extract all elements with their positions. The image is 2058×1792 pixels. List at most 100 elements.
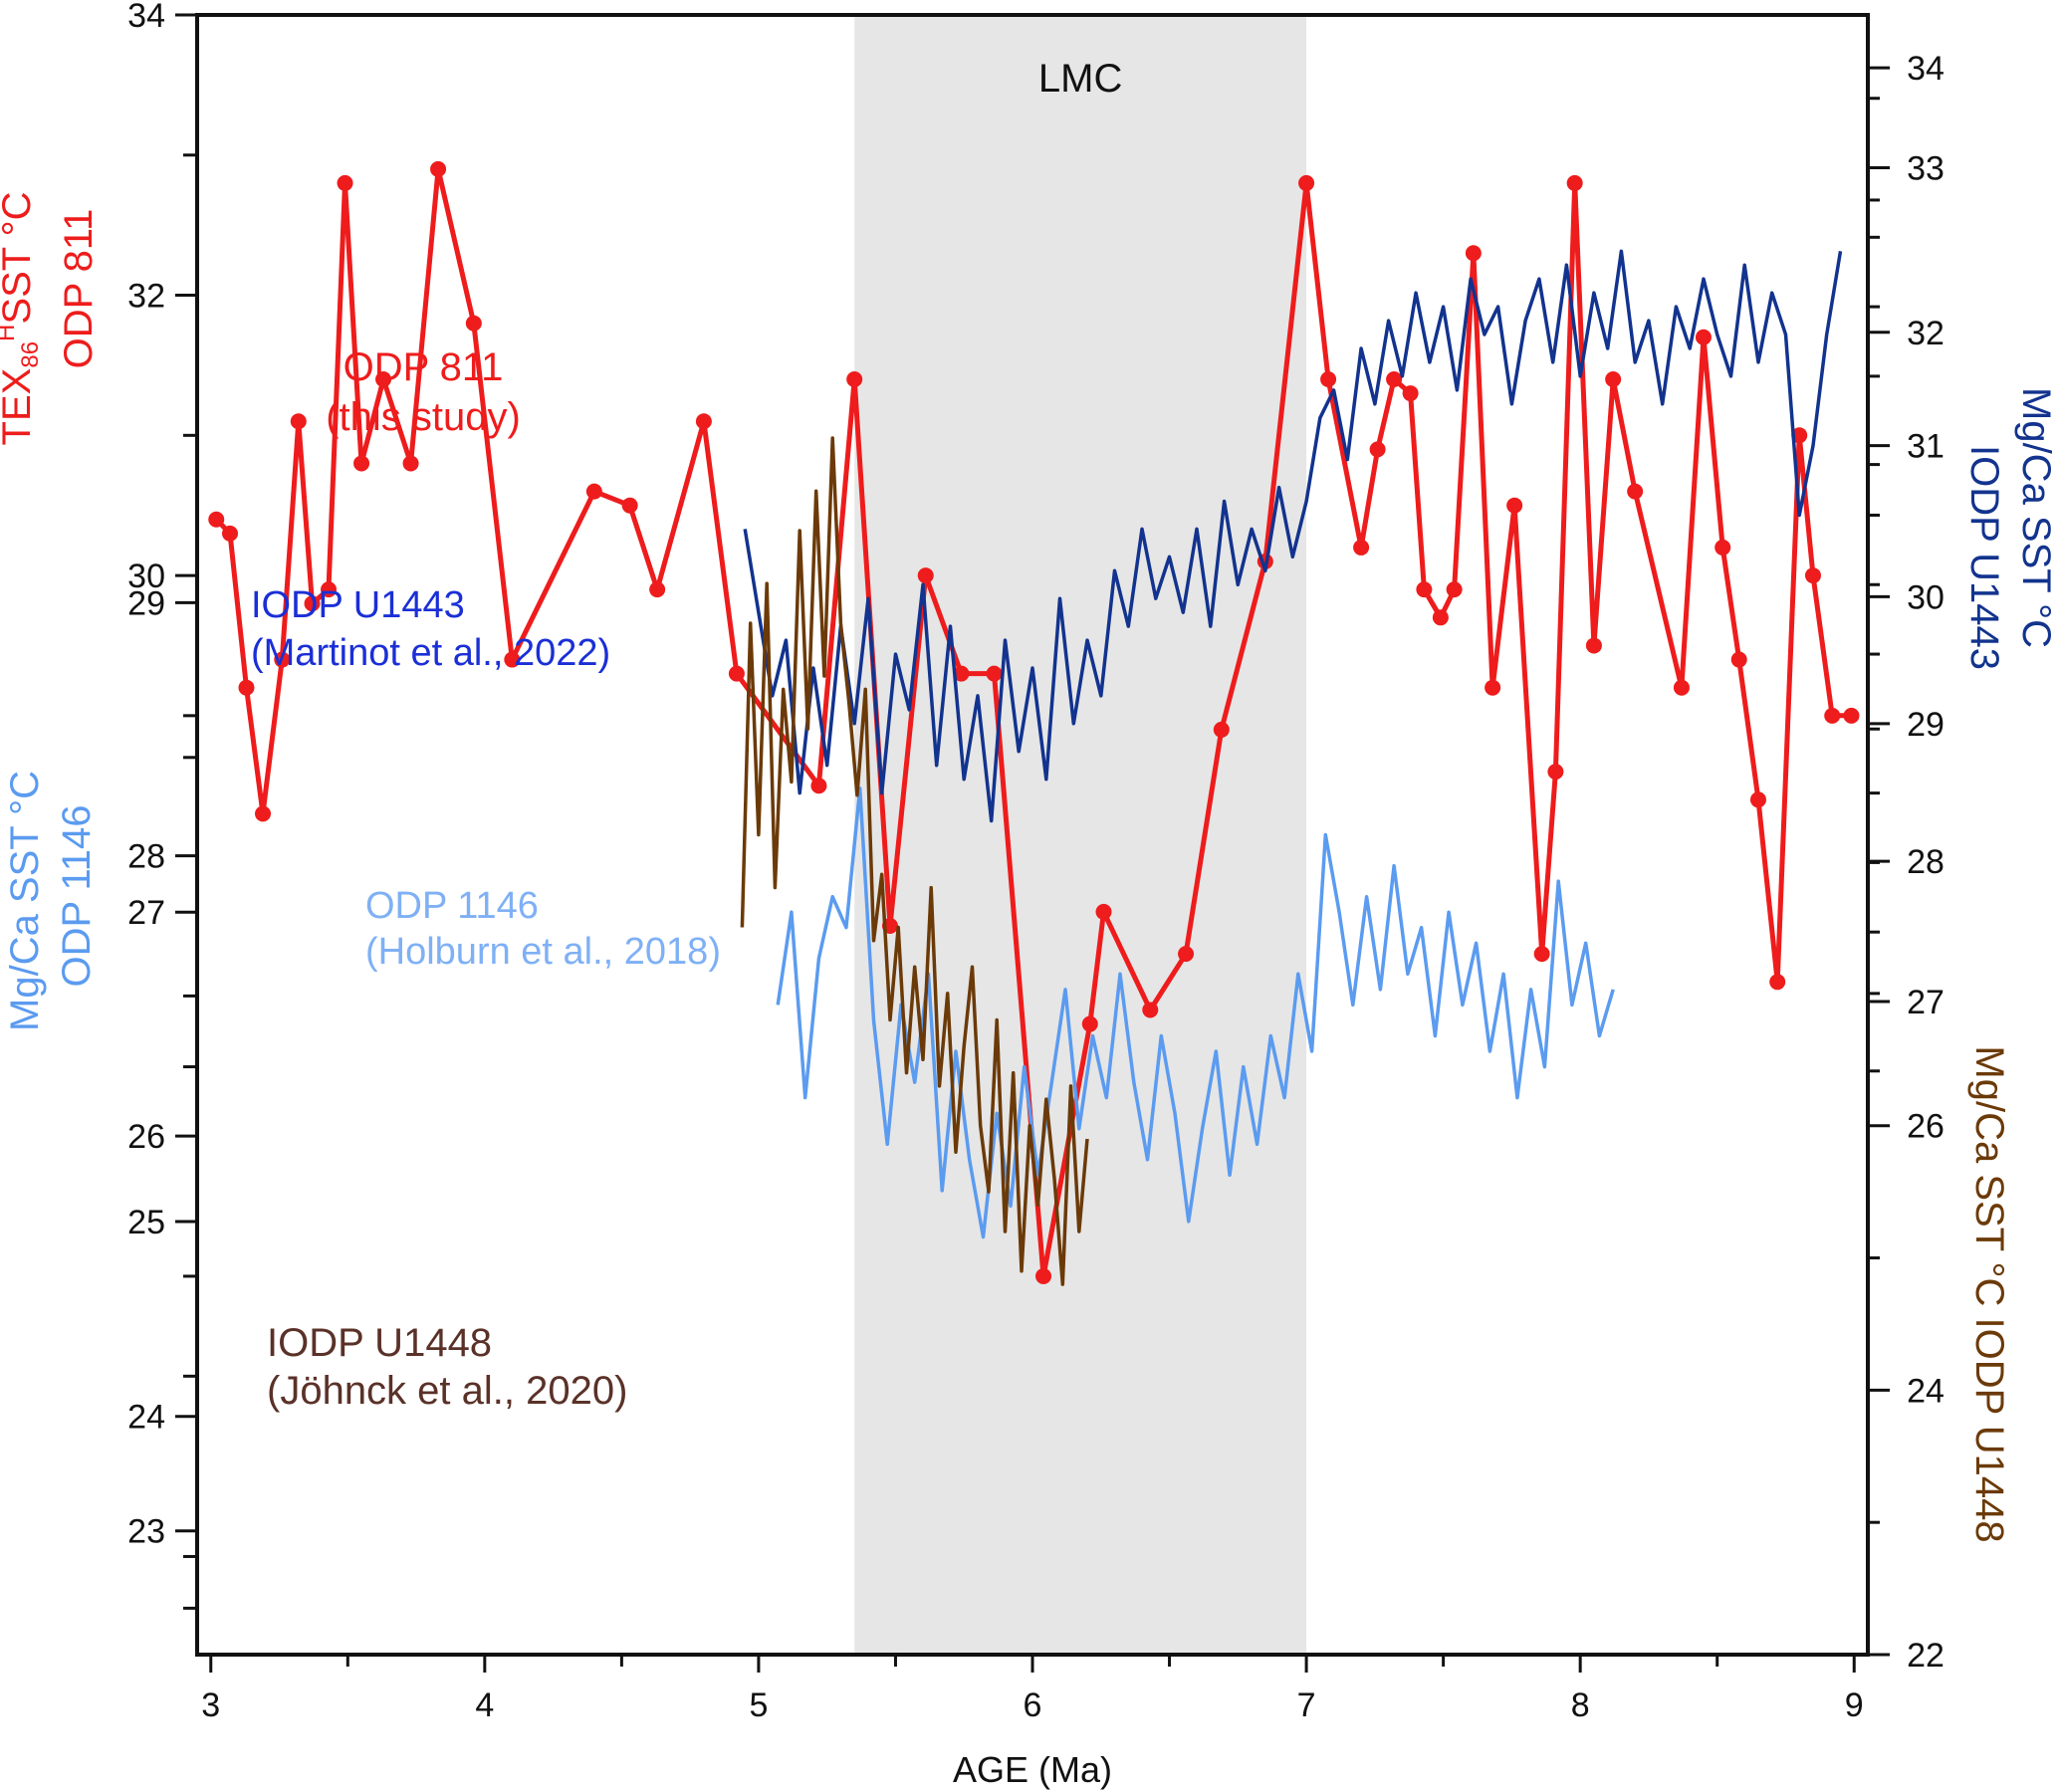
odp-811-point — [1824, 707, 1841, 724]
odp-1146-series-line — [776, 786, 1615, 1239]
odp-811-point — [1769, 974, 1786, 991]
odp811-tick-label: 32 — [127, 278, 165, 316]
odp-811-point — [1843, 707, 1860, 724]
x-tick-label: 5 — [749, 1686, 768, 1724]
odp-811-point — [986, 665, 1003, 682]
odp-811-point — [1627, 483, 1644, 500]
odp811-axis-title: TEX86HSST °C — [0, 192, 44, 446]
u1448-tick-label: 22 — [1907, 1637, 1944, 1675]
odp811-tick-label: 34 — [127, 0, 165, 35]
odp-811-point — [1402, 385, 1419, 402]
odp-811-point — [337, 174, 353, 191]
odp-811-point — [1730, 651, 1747, 668]
odp-811-point — [953, 665, 970, 682]
u1448-tick-label: 28 — [1907, 843, 1944, 881]
odp-811-point — [274, 651, 291, 668]
odp811-tick-label: 30 — [127, 558, 165, 595]
odp1146-axis-title: Mg/Ca SST °C — [3, 771, 47, 1031]
u1448-annotation: IODP U1448 — [267, 1321, 492, 1365]
odp-811-point — [1566, 174, 1583, 191]
odp-811-point — [1320, 371, 1337, 387]
x-tick-label: 6 — [1024, 1686, 1042, 1724]
odp811-annotation-source: (this study) — [326, 395, 521, 439]
odp-811-point — [402, 455, 419, 472]
odp1146-tick-label: 25 — [127, 1204, 165, 1241]
odp-811-point — [1673, 679, 1690, 696]
u1443-axis-title-site: IODP U1443 — [1962, 445, 2006, 670]
u1443-tick-label: 31 — [1907, 428, 1944, 466]
odp-811-point — [238, 679, 255, 696]
u1448-tick-label: 24 — [1907, 1372, 1944, 1410]
odp-811-point — [465, 315, 482, 332]
odp1146-annotation-source: (Holburn et al., 2018) — [365, 931, 721, 973]
odp811-tick-label: 26 — [127, 1118, 165, 1156]
odp-811-point — [1081, 1015, 1098, 1032]
u1448-tick-label: 34 — [1907, 50, 1944, 88]
odp-811-point — [353, 455, 370, 472]
odp-811-point — [1386, 371, 1403, 387]
odp811-annotation: ODP 811 — [343, 345, 504, 389]
x-tick-label: 9 — [1845, 1686, 1864, 1724]
iodp-u1448-series-line — [740, 436, 1089, 1286]
odp-811-point — [1095, 903, 1112, 920]
odp-811-point — [621, 497, 638, 514]
odp1146-annotation: ODP 1146 — [365, 885, 539, 927]
odp-811-point — [728, 665, 745, 682]
odp811-tick-label: 24 — [127, 1399, 165, 1437]
odp1146-tick-label: 29 — [127, 584, 165, 622]
odp-811-point — [1749, 791, 1766, 808]
x-tick-label: 4 — [475, 1686, 494, 1724]
series-layer — [208, 160, 1860, 1286]
odp811-tick-label: 28 — [127, 838, 165, 876]
odp-811-point — [1369, 441, 1386, 458]
odp-811-point — [1585, 637, 1602, 654]
odp-811-point — [649, 581, 666, 598]
odp-811-point — [1213, 721, 1230, 738]
odp-811-point — [1446, 581, 1463, 598]
u1448-annotation-source: (Jöhnck et al., 2020) — [267, 1369, 627, 1413]
u1443-tick-label: 27 — [1907, 984, 1944, 1021]
odp-811-point — [1142, 1002, 1159, 1018]
u1443-annotation: IODP U1443 — [251, 584, 465, 626]
x-tick-label: 7 — [1297, 1686, 1316, 1724]
axis-layer: 3 4 5 6 7 8 9242628303234232527292729313322242… — [127, 0, 1944, 1724]
odp-811-point — [222, 525, 239, 542]
odp-811-point — [1791, 427, 1808, 444]
odp-811-point — [304, 595, 321, 612]
odp-811-point — [695, 413, 712, 430]
odp-811-point — [321, 581, 338, 598]
x-tick-label: 3 — [201, 1686, 220, 1724]
iodp-u1443-series-line — [743, 249, 1843, 823]
odp-811-point — [1506, 497, 1523, 514]
odp-811-point — [1695, 329, 1712, 345]
lmc-shaded-region — [854, 15, 1307, 1655]
odp-811-point — [1035, 1267, 1052, 1284]
odp-811-point — [1416, 581, 1433, 598]
odp-811-point — [1485, 679, 1501, 696]
odp-811-point — [1715, 539, 1731, 556]
odp-811-point — [846, 371, 863, 387]
odp-811-point — [1605, 371, 1622, 387]
odp-811-point — [430, 160, 447, 177]
x-tick-label: 8 — [1571, 1686, 1590, 1724]
u1448-tick-label: 26 — [1907, 1108, 1944, 1146]
u1448-tick-label: 32 — [1907, 315, 1944, 352]
odp-811-point — [1804, 567, 1821, 584]
odp1146-tick-label: 23 — [127, 1513, 165, 1551]
odp-811-point — [1547, 764, 1564, 781]
lmc-label: LMC — [1038, 57, 1122, 101]
odp-811-point — [1432, 609, 1449, 626]
odp-811-point — [1465, 245, 1482, 262]
odp-811-point — [290, 413, 307, 430]
u1443-tick-label: 29 — [1907, 706, 1944, 744]
odp-811-point — [255, 805, 272, 822]
odp-811-point — [1298, 174, 1315, 191]
odp-811-point — [375, 371, 392, 387]
odp-811-point — [1353, 539, 1370, 556]
odp1146-axis-title-site: ODP 1146 — [55, 804, 99, 987]
odp-811-point — [1533, 946, 1550, 963]
u1443-axis-title: Mg/Ca SST °C — [2014, 387, 2058, 648]
u1448-tick-label: 30 — [1907, 578, 1944, 616]
odp-811-point — [504, 651, 521, 668]
